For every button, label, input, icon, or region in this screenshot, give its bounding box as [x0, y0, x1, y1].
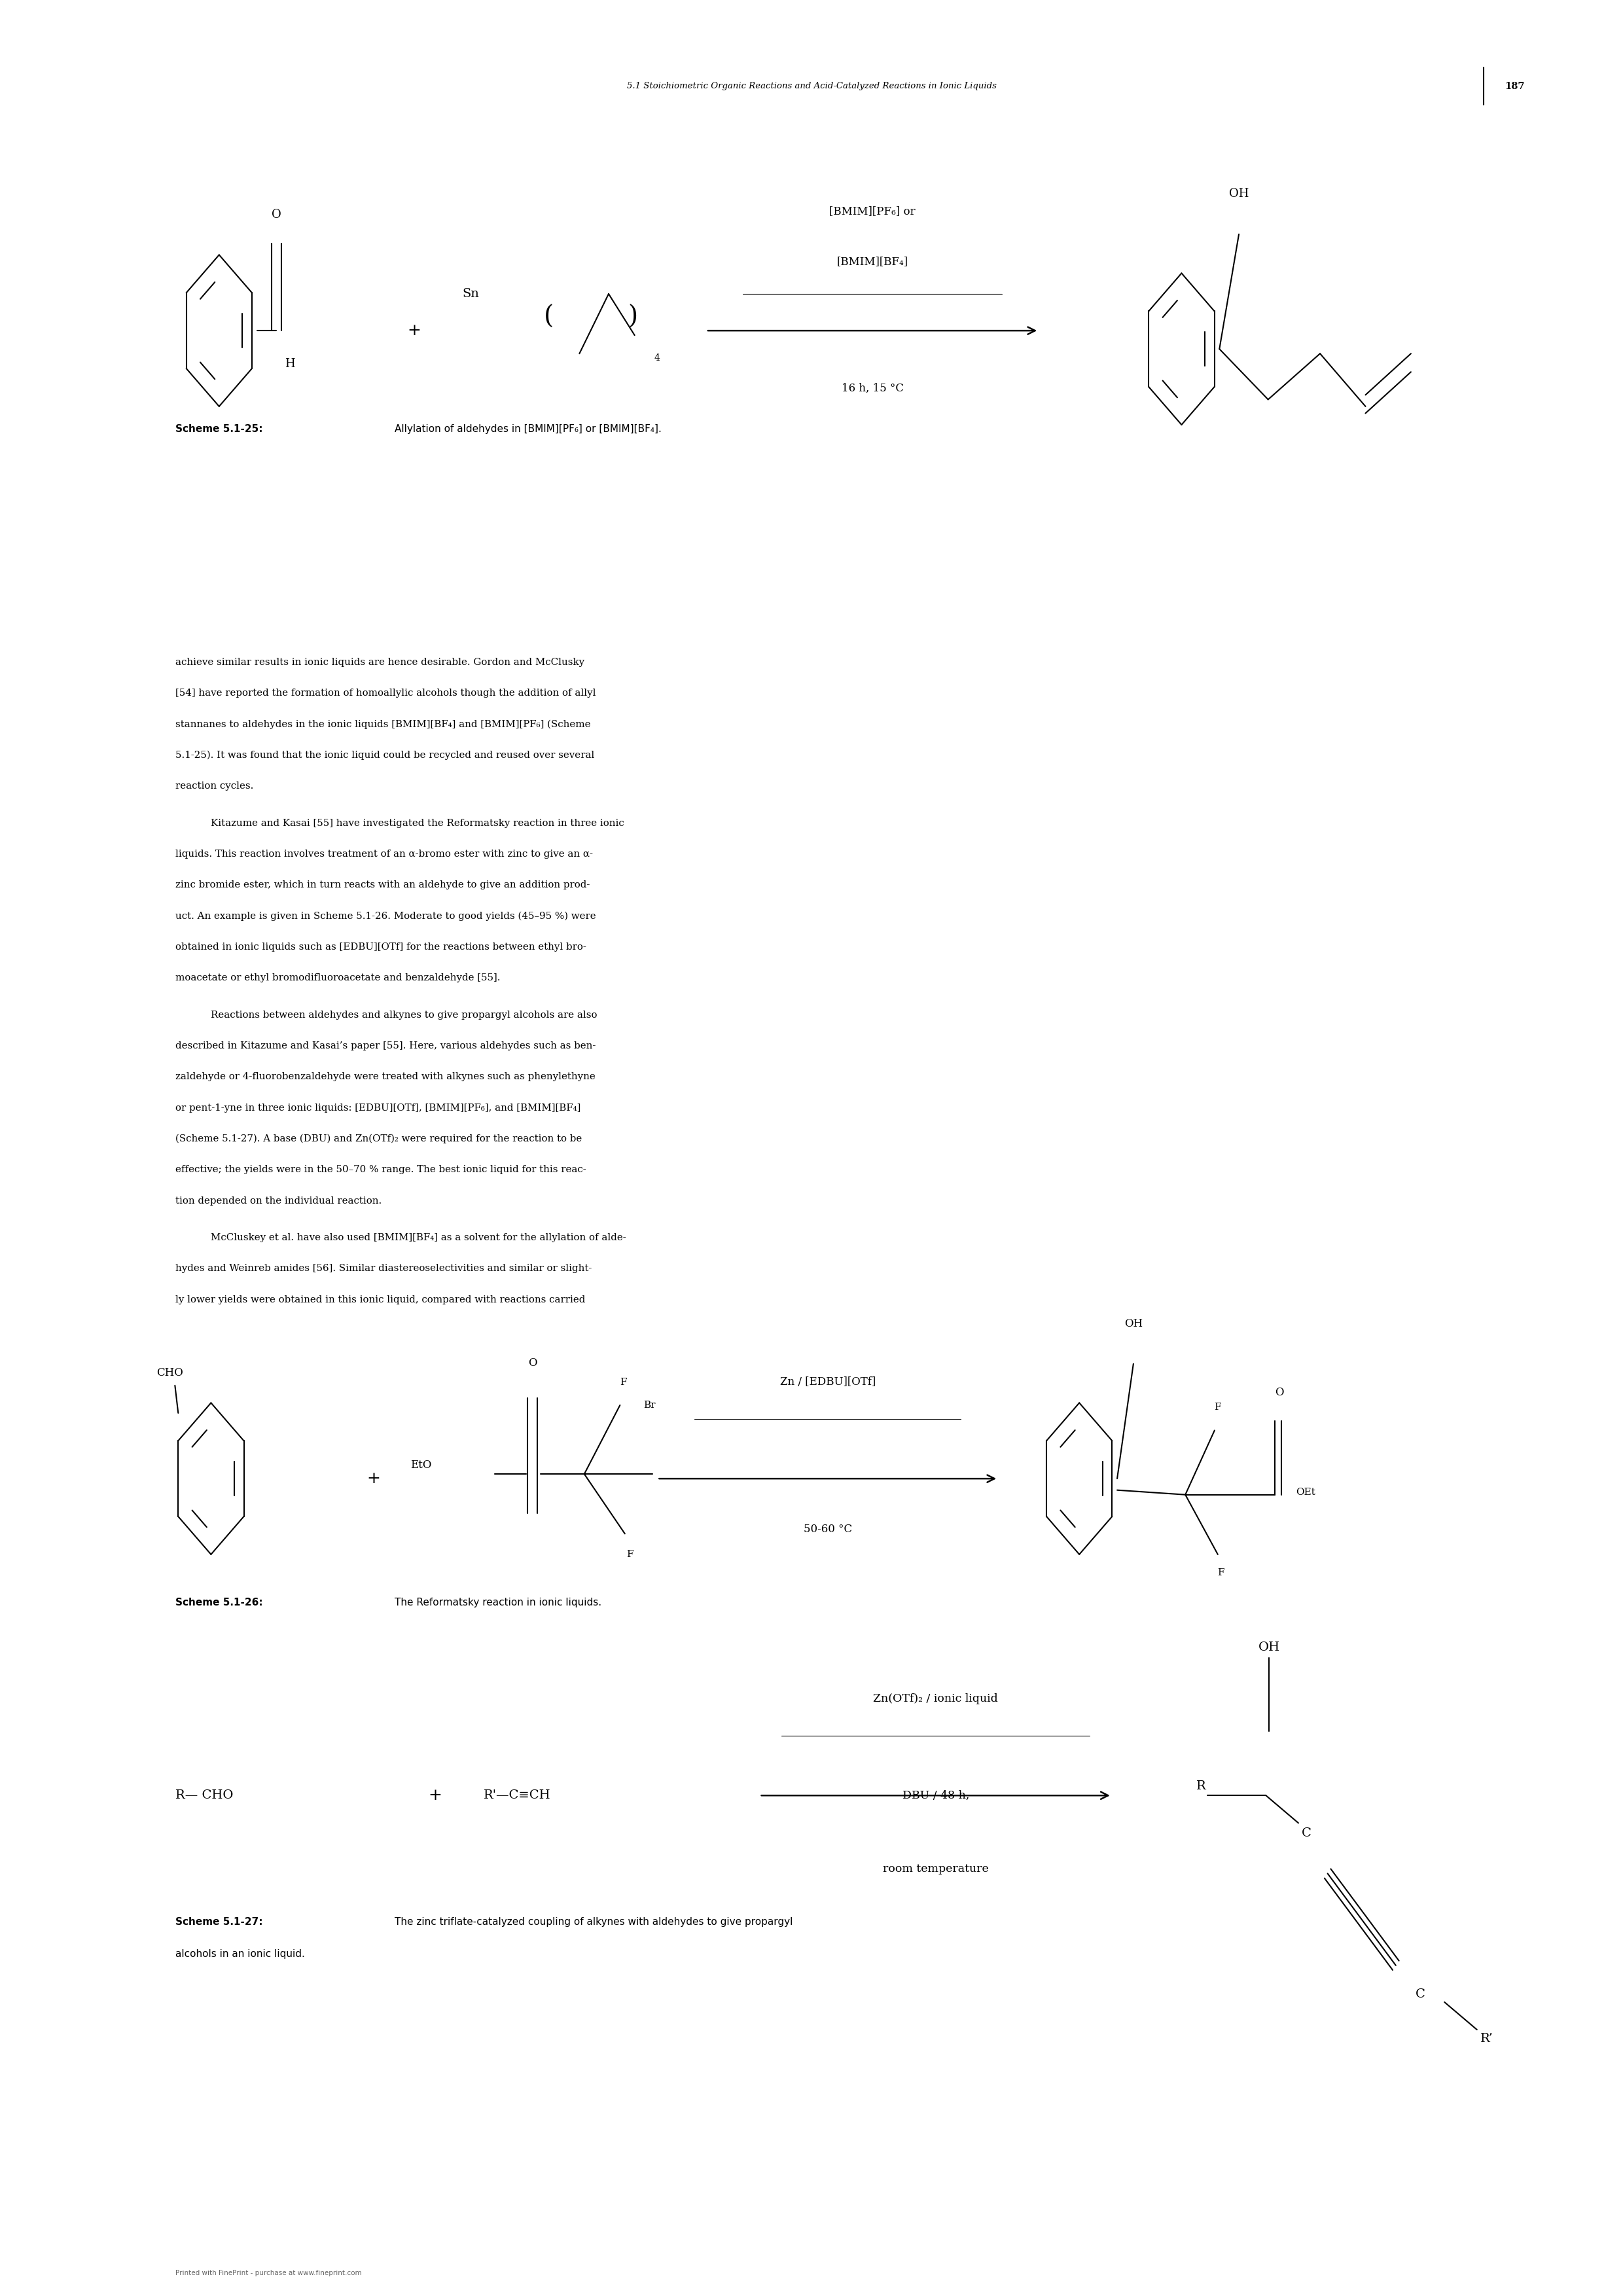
Text: OH: OH [1229, 188, 1248, 200]
Text: F: F [626, 1550, 633, 1559]
Text: OH: OH [1258, 1642, 1281, 1653]
Text: 50-60 °C: 50-60 °C [803, 1525, 852, 1534]
Text: [BMIM][PF₆] or: [BMIM][PF₆] or [829, 207, 915, 216]
Text: hydes and Weinreb amides [56]. Similar diastereoselectivities and similar or sli: hydes and Weinreb amides [56]. Similar d… [175, 1265, 592, 1272]
Text: R'—C≡CH: R'—C≡CH [484, 1789, 550, 1802]
Text: Allylation of aldehydes in [BMIM][PF₆] or [BMIM][BF₄].: Allylation of aldehydes in [BMIM][PF₆] o… [394, 425, 661, 434]
Text: tion depended on the individual reaction.: tion depended on the individual reaction… [175, 1196, 381, 1205]
Text: Printed with FinePrint - purchase at www.fineprint.com: Printed with FinePrint - purchase at www… [175, 2271, 362, 2275]
Text: The Reformatsky reaction in ionic liquids.: The Reformatsky reaction in ionic liquid… [394, 1598, 601, 1607]
Text: Sn: Sn [463, 287, 479, 301]
Text: R: R [1196, 1779, 1206, 1793]
Text: +: + [407, 324, 420, 338]
Text: Scheme 5.1-26:: Scheme 5.1-26: [175, 1598, 263, 1607]
Text: 4: 4 [654, 354, 661, 363]
Text: 5.1 Stoichiometric Organic Reactions and Acid-Catalyzed Reactions in Ionic Liqui: 5.1 Stoichiometric Organic Reactions and… [626, 83, 997, 90]
Text: C: C [1415, 1988, 1425, 2000]
Text: liquids. This reaction involves treatment of an α-bromo ester with zinc to give : liquids. This reaction involves treatmen… [175, 850, 592, 859]
Text: 5.1-25). It was found that the ionic liquid could be recycled and reused over se: 5.1-25). It was found that the ionic liq… [175, 751, 594, 760]
Text: The zinc triflate-catalyzed coupling of alkynes with aldehydes to give propargyl: The zinc triflate-catalyzed coupling of … [394, 1917, 792, 1926]
Text: obtained in ionic liquids such as [EDBU][OTf] for the reactions between ethyl br: obtained in ionic liquids such as [EDBU]… [175, 944, 586, 951]
Text: [BMIM][BF₄]: [BMIM][BF₄] [836, 257, 909, 266]
Text: F: F [1214, 1403, 1220, 1412]
Text: EtO: EtO [411, 1460, 432, 1469]
Text: or pent-1-yne in three ionic liquids: [EDBU][OTf], [BMIM][PF₆], and [BMIM][BF₄]: or pent-1-yne in three ionic liquids: [E… [175, 1104, 581, 1111]
Text: F: F [620, 1378, 626, 1387]
Text: Scheme 5.1-27:: Scheme 5.1-27: [175, 1917, 263, 1926]
Text: OH: OH [1125, 1318, 1143, 1329]
Text: ly lower yields were obtained in this ionic liquid, compared with reactions carr: ly lower yields were obtained in this io… [175, 1295, 586, 1304]
Text: Br: Br [643, 1401, 656, 1410]
Text: achieve similar results in ionic liquids are hence desirable. Gordon and McClusk: achieve similar results in ionic liquids… [175, 659, 584, 666]
Text: ): ) [628, 305, 638, 328]
Text: stannanes to aldehydes in the ionic liquids [BMIM][BF₄] and [BMIM][PF₆] (Scheme: stannanes to aldehydes in the ionic liqu… [175, 719, 591, 730]
Text: OEt: OEt [1295, 1488, 1315, 1497]
Text: H: H [284, 358, 295, 370]
Text: (Scheme 5.1-27). A base (DBU) and Zn(OTf)₂ were required for the reaction to be: (Scheme 5.1-27). A base (DBU) and Zn(OTf… [175, 1134, 583, 1143]
Text: reaction cycles.: reaction cycles. [175, 783, 253, 790]
Text: O: O [527, 1357, 537, 1368]
Text: DBU / 48 h,: DBU / 48 h, [902, 1791, 969, 1800]
Text: C: C [1302, 1828, 1311, 1839]
Text: O: O [1276, 1387, 1284, 1398]
Text: [54] have reported the formation of homoallylic alcohols though the addition of : [54] have reported the formation of homo… [175, 689, 596, 698]
Text: CHO: CHO [157, 1368, 183, 1378]
Text: zaldehyde or 4-fluorobenzaldehyde were treated with alkynes such as phenylethyne: zaldehyde or 4-fluorobenzaldehyde were t… [175, 1072, 596, 1081]
Text: 16 h, 15 °C: 16 h, 15 °C [841, 383, 904, 393]
Text: room temperature: room temperature [883, 1864, 988, 1874]
Text: described in Kitazume and Kasai’s paper [55]. Here, various aldehydes such as be: described in Kitazume and Kasai’s paper … [175, 1042, 596, 1049]
Text: R— CHO: R— CHO [175, 1789, 234, 1802]
Text: moacetate or ethyl bromodifluoroacetate and benzaldehyde [55].: moacetate or ethyl bromodifluoroacetate … [175, 974, 500, 983]
Text: Scheme 5.1-25:: Scheme 5.1-25: [175, 425, 263, 434]
Text: (: ( [544, 305, 553, 328]
Text: +: + [428, 1789, 441, 1802]
Text: +: + [367, 1472, 380, 1486]
Text: Reactions between aldehydes and alkynes to give propargyl alcohols are also: Reactions between aldehydes and alkynes … [211, 1010, 597, 1019]
Text: effective; the yields were in the 50–70 % range. The best ionic liquid for this : effective; the yields were in the 50–70 … [175, 1166, 586, 1173]
Text: F: F [1217, 1568, 1224, 1577]
Text: zinc bromide ester, which in turn reacts with an aldehyde to give an addition pr: zinc bromide ester, which in turn reacts… [175, 882, 589, 889]
Text: Zn(OTf)₂ / ionic liquid: Zn(OTf)₂ / ionic liquid [873, 1694, 998, 1704]
Text: R’: R’ [1480, 2032, 1493, 2046]
Text: Zn / [EDBU][OTf]: Zn / [EDBU][OTf] [781, 1378, 875, 1387]
Text: uct. An example is given in Scheme 5.1-26. Moderate to good yields (45–95 %) wer: uct. An example is given in Scheme 5.1-2… [175, 912, 596, 921]
Text: O: O [271, 209, 281, 220]
Text: Kitazume and Kasai [55] have investigated the Reformatsky reaction in three ioni: Kitazume and Kasai [55] have investigate… [211, 820, 625, 827]
Text: 187: 187 [1505, 83, 1524, 90]
Text: McCluskey et al. have also used [BMIM][BF₄] as a solvent for the allylation of a: McCluskey et al. have also used [BMIM][B… [211, 1233, 626, 1242]
Text: alcohols in an ionic liquid.: alcohols in an ionic liquid. [175, 1949, 305, 1958]
